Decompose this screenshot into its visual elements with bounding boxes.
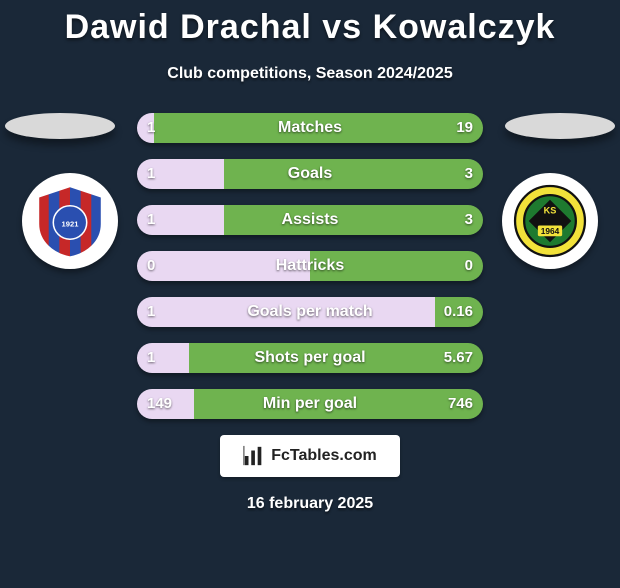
stat-bar-right <box>310 251 483 281</box>
stat-bar-right <box>154 113 483 143</box>
stat-row: Min per goal149746 <box>137 389 483 419</box>
player-shadow-right <box>505 113 615 139</box>
stat-bar-left <box>137 343 189 373</box>
stat-bar-left <box>137 159 224 189</box>
stat-row: Shots per goal15.67 <box>137 343 483 373</box>
stat-bar-left <box>137 113 154 143</box>
chart-icon <box>243 445 265 467</box>
stat-row: Hattricks00 <box>137 251 483 281</box>
rakow-crest-icon: 1921 <box>32 183 108 259</box>
brand-badge: FcTables.com <box>220 435 400 477</box>
stat-bars-container: Matches119 Goals13 Assists13 Hattricks00 Goa… <box>137 113 483 419</box>
svg-text:1964: 1964 <box>541 226 560 236</box>
comparison-stage: 1921 KS 1964 Matches119 Goals13 Assists13 H… <box>0 113 620 419</box>
page-title: Dawid Drachal vs Kowalczyk <box>0 8 620 47</box>
stat-bar-right <box>224 159 484 189</box>
club-crest-left: 1921 <box>22 173 118 269</box>
svg-text:KS: KS <box>544 205 557 215</box>
stat-bar-right <box>194 389 483 419</box>
stat-bar-left <box>137 297 435 327</box>
player-shadow-left <box>5 113 115 139</box>
stat-bar-left <box>137 389 194 419</box>
footer-date: 16 february 2025 <box>0 495 620 513</box>
stat-row: Assists13 <box>137 205 483 235</box>
svg-text:1921: 1921 <box>62 219 80 228</box>
stat-bar-left <box>137 205 224 235</box>
stat-row: Goals13 <box>137 159 483 189</box>
stat-row: Matches119 <box>137 113 483 143</box>
subhead: Club competitions, Season 2024/2025 <box>0 65 620 83</box>
club-crest-right: KS 1964 <box>502 173 598 269</box>
katowice-crest-icon: KS 1964 <box>512 183 588 259</box>
stat-bar-right <box>435 297 483 327</box>
stat-bar-right <box>224 205 484 235</box>
stat-row: Goals per match10.16 <box>137 297 483 327</box>
stat-bar-left <box>137 251 310 281</box>
stat-bar-right <box>189 343 483 373</box>
brand-text: FcTables.com <box>271 447 377 465</box>
